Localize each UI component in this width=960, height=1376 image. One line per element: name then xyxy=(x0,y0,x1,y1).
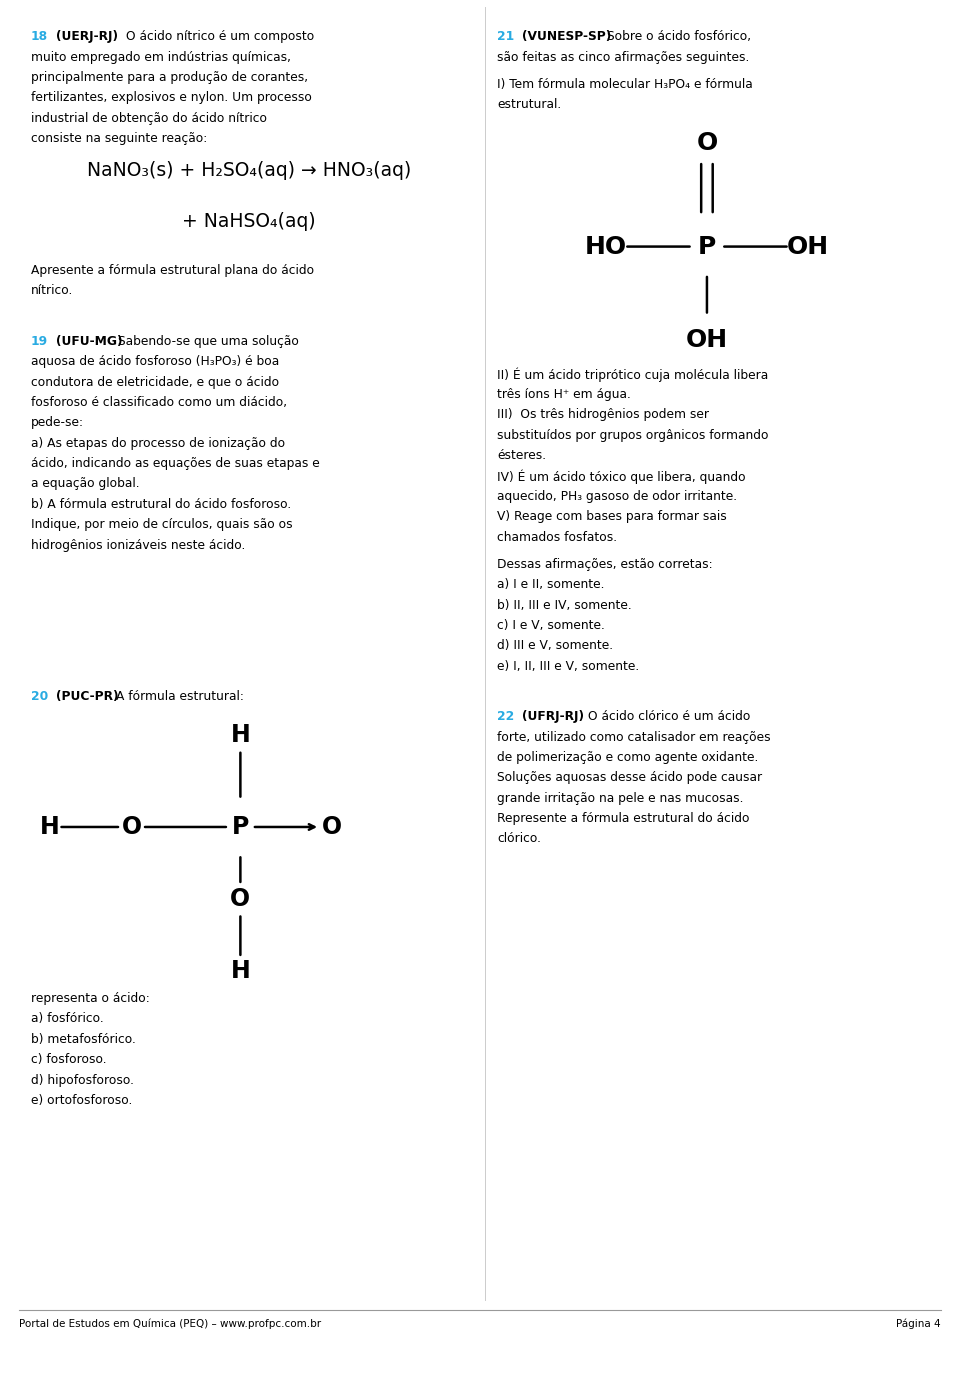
Text: b) II, III e IV, somente.: b) II, III e IV, somente. xyxy=(497,599,632,611)
Text: H: H xyxy=(40,815,60,839)
Text: (UFU-MG): (UFU-MG) xyxy=(56,334,122,348)
Text: principalmente para a produção de corantes,: principalmente para a produção de corant… xyxy=(31,72,308,84)
Text: b) metafosfórico.: b) metafosfórico. xyxy=(31,1033,135,1046)
Text: de polimerização e como agente oxidante.: de polimerização e como agente oxidante. xyxy=(497,751,758,764)
Text: a) As etapas do processo de ionização do: a) As etapas do processo de ionização do xyxy=(31,436,285,450)
Text: (UERJ-RJ): (UERJ-RJ) xyxy=(56,30,118,43)
Text: representa o ácido:: representa o ácido: xyxy=(31,992,150,1004)
Text: pede-se:: pede-se: xyxy=(31,417,84,429)
Text: c) fosforoso.: c) fosforoso. xyxy=(31,1053,107,1066)
Text: Página 4: Página 4 xyxy=(897,1318,941,1329)
Text: Sobre o ácido fosfórico,: Sobre o ácido fosfórico, xyxy=(607,30,751,43)
Text: (PUC-PR): (PUC-PR) xyxy=(56,689,118,703)
Text: fertilizantes, explosivos e nylon. Um processo: fertilizantes, explosivos e nylon. Um pr… xyxy=(31,91,312,105)
Text: P: P xyxy=(231,815,249,839)
Text: H: H xyxy=(230,722,251,747)
Text: OH: OH xyxy=(786,234,828,259)
Text: hidrogênios ionizáveis neste ácido.: hidrogênios ionizáveis neste ácido. xyxy=(31,538,245,552)
Text: ácido, indicando as equações de suas etapas e: ácido, indicando as equações de suas eta… xyxy=(31,457,320,471)
Text: O ácido clórico é um ácido: O ácido clórico é um ácido xyxy=(588,710,750,724)
Text: são feitas as cinco afirmações seguintes.: são feitas as cinco afirmações seguintes… xyxy=(497,51,750,63)
Text: a) I e II, somente.: a) I e II, somente. xyxy=(497,578,605,592)
Text: HO: HO xyxy=(585,234,627,259)
Text: Dessas afirmações, estão corretas:: Dessas afirmações, estão corretas: xyxy=(497,557,713,571)
Text: Soluções aquosas desse ácido pode causar: Soluções aquosas desse ácido pode causar xyxy=(497,772,762,784)
Text: Apresente a fórmula estrutural plana do ácido: Apresente a fórmula estrutural plana do … xyxy=(31,264,314,277)
Text: 22: 22 xyxy=(497,710,515,724)
Text: I) Tem fórmula molecular H₃PO₄ e fórmula: I) Tem fórmula molecular H₃PO₄ e fórmula xyxy=(497,78,753,91)
Text: Indique, por meio de círculos, quais são os: Indique, por meio de círculos, quais são… xyxy=(31,519,293,531)
Text: + NaHSO₄(aq): + NaHSO₄(aq) xyxy=(182,212,316,231)
Text: II) É um ácido triprótico cuja molécula libera: II) É um ácido triprótico cuja molécula … xyxy=(497,367,769,383)
Text: consiste na seguinte reação:: consiste na seguinte reação: xyxy=(31,132,207,144)
Text: Represente a fórmula estrutural do ácido: Represente a fórmula estrutural do ácido xyxy=(497,812,750,826)
Text: aquosa de ácido fosforoso (H₃PO₃) é boa: aquosa de ácido fosforoso (H₃PO₃) é boa xyxy=(31,355,279,369)
Text: três íons H⁺ em água.: três íons H⁺ em água. xyxy=(497,388,631,400)
Text: O: O xyxy=(322,815,342,839)
Text: a equação global.: a equação global. xyxy=(31,477,139,490)
Text: d) III e V, somente.: d) III e V, somente. xyxy=(497,640,613,652)
Text: c) I e V, somente.: c) I e V, somente. xyxy=(497,619,605,632)
Text: 21: 21 xyxy=(497,30,515,43)
Text: clórico.: clórico. xyxy=(497,832,541,845)
Text: condutora de eletricidade, e que o ácido: condutora de eletricidade, e que o ácido xyxy=(31,376,278,388)
Text: NaNO₃(s) + H₂SO₄(aq) → HNO₃(aq): NaNO₃(s) + H₂SO₄(aq) → HNO₃(aq) xyxy=(87,161,411,180)
Text: (VUNESP-SP): (VUNESP-SP) xyxy=(522,30,612,43)
Text: muito empregado em indústrias químicas,: muito empregado em indústrias químicas, xyxy=(31,51,291,63)
Text: P: P xyxy=(698,234,716,259)
Text: e) I, II, III e V, somente.: e) I, II, III e V, somente. xyxy=(497,659,639,673)
Text: H: H xyxy=(230,959,251,984)
Text: d) hipofosforoso.: d) hipofosforoso. xyxy=(31,1073,133,1087)
Text: substituídos por grupos orgânicos formando: substituídos por grupos orgânicos forman… xyxy=(497,429,769,442)
Text: Sabendo-se que uma solução: Sabendo-se que uma solução xyxy=(118,334,299,348)
Text: aquecido, PH₃ gasoso de odor irritante.: aquecido, PH₃ gasoso de odor irritante. xyxy=(497,490,737,502)
Text: O: O xyxy=(230,886,251,911)
Text: nítrico.: nítrico. xyxy=(31,285,73,297)
Text: V) Reage com bases para formar sais: V) Reage com bases para formar sais xyxy=(497,510,727,523)
Text: (UFRJ-RJ): (UFRJ-RJ) xyxy=(522,710,585,724)
Text: industrial de obtenção do ácido nítrico: industrial de obtenção do ácido nítrico xyxy=(31,111,267,125)
Text: Portal de Estudos em Química (PEQ) – www.profpc.com.br: Portal de Estudos em Química (PEQ) – www… xyxy=(19,1318,322,1329)
Text: ésteres.: ésteres. xyxy=(497,449,546,462)
Text: estrutural.: estrutural. xyxy=(497,98,562,111)
Text: forte, utilizado como catalisador em reações: forte, utilizado como catalisador em rea… xyxy=(497,731,771,743)
Text: 18: 18 xyxy=(31,30,48,43)
Text: O: O xyxy=(696,131,717,155)
Text: III)  Os três hidrogênios podem ser: III) Os três hidrogênios podem ser xyxy=(497,409,709,421)
Text: A fórmula estrutural:: A fórmula estrutural: xyxy=(116,689,244,703)
Text: chamados fosfatos.: chamados fosfatos. xyxy=(497,531,617,544)
Text: grande irritação na pele e nas mucosas.: grande irritação na pele e nas mucosas. xyxy=(497,791,744,805)
Text: a) fosfórico.: a) fosfórico. xyxy=(31,1013,104,1025)
Text: IV) É um ácido tóxico que libera, quando: IV) É um ácido tóxico que libera, quando xyxy=(497,469,746,484)
Text: 20: 20 xyxy=(31,689,48,703)
Text: 19: 19 xyxy=(31,334,48,348)
Text: fosforoso é classificado como um diácido,: fosforoso é classificado como um diácido… xyxy=(31,396,287,409)
Text: b) A fórmula estrutural do ácido fosforoso.: b) A fórmula estrutural do ácido fosforo… xyxy=(31,498,291,510)
Text: O: O xyxy=(122,815,141,839)
Text: OH: OH xyxy=(685,327,728,352)
Text: e) ortofosforoso.: e) ortofosforoso. xyxy=(31,1094,132,1106)
Text: O ácido nítrico é um composto: O ácido nítrico é um composto xyxy=(126,30,314,43)
